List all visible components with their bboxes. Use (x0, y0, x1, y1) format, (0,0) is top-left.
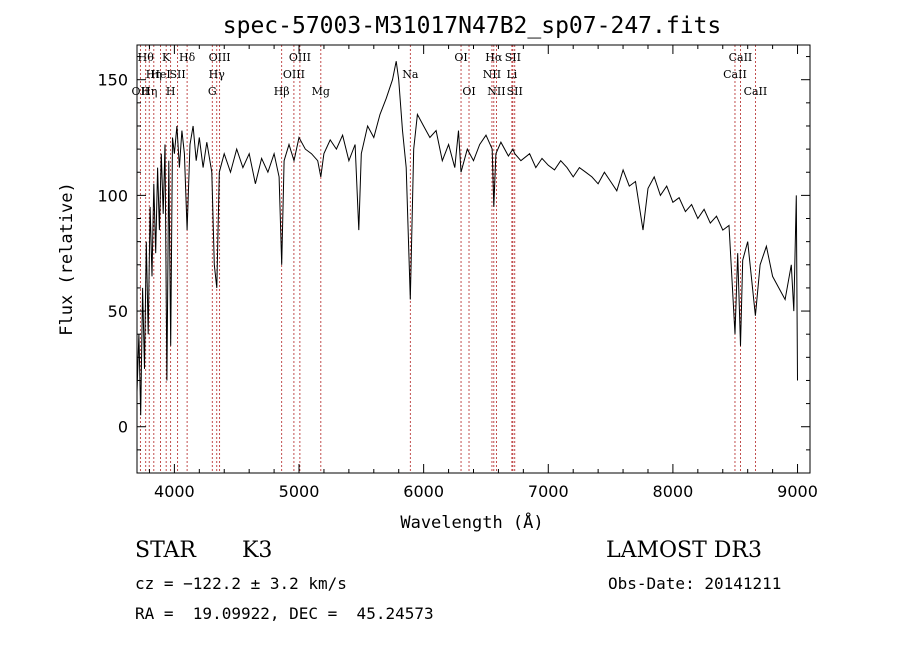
marker-label: Mg (312, 85, 330, 98)
marker-label: Hα (485, 51, 503, 64)
marker-label: SII (170, 68, 186, 81)
marker-label: OI (462, 85, 475, 98)
plot-frame (136, 44, 811, 474)
marker-label: HeI (150, 68, 170, 81)
y-axis-label: Flux (relative) (57, 182, 77, 336)
marker-label: OIII (209, 51, 231, 64)
survey-name: LAMOST DR3 (606, 538, 762, 563)
marker-label: Hη (146, 68, 162, 81)
marker-label: K (162, 51, 171, 64)
marker-label: OIII (289, 51, 311, 64)
marker-label: NII (483, 68, 501, 81)
marker-labels: OIIHθHηHηHeIKHSIIHδGHγOIIIHβOIIIOIIIMgNa… (132, 51, 768, 98)
marker-label: Hβ (274, 85, 290, 98)
marker-label: OI (454, 51, 467, 64)
marker-label: CaII (744, 85, 768, 98)
marker-lines (139, 45, 756, 473)
y-axis: 0 50 100 150 (97, 56, 810, 451)
object-type: STAR (135, 538, 196, 563)
x-axis-label: Wavelength (Å) (400, 511, 543, 533)
x-tick-label: 9000 (777, 482, 818, 501)
spectral-subclass: K3 (242, 538, 273, 563)
marker-label: G (208, 85, 217, 98)
marker-label: CaII (723, 68, 747, 81)
marker-label: SII (505, 51, 521, 64)
x-tick-label: 6000 (403, 482, 444, 501)
y-tick-label: 0 (118, 418, 128, 437)
x-tick-label: 7000 (528, 482, 569, 501)
marker-label: Na (402, 68, 419, 81)
y-tick-label: 150 (97, 71, 128, 90)
x-tick-label: 5000 (279, 482, 320, 501)
spectrum-line (136, 61, 798, 416)
obs-date: Obs-Date: 20141211 (608, 574, 782, 593)
marker-label: Hγ (209, 68, 226, 81)
x-axis: 4000 5000 6000 7000 8000 9000 (148, 45, 818, 501)
coordinates: RA = 19.09922, DEC = 45.24573 (135, 604, 434, 623)
y-tick-label: 100 (97, 186, 128, 205)
marker-label: NII (487, 85, 505, 98)
x-tick-label: 8000 (653, 482, 694, 501)
marker-label: H (166, 85, 176, 98)
chart-title: spec-57003-M31017N47B2_sp07-247.fits (223, 13, 722, 39)
marker-label: Hη (141, 85, 157, 98)
marker-label: Li (506, 68, 517, 81)
y-tick-label: 50 (108, 302, 128, 321)
marker-label: Hθ (138, 51, 155, 64)
marker-label: CaII (729, 51, 753, 64)
marker-label: OIII (283, 68, 305, 81)
marker-label: OII (132, 85, 150, 98)
marker-label: Hδ (179, 51, 196, 64)
redshift-cz: cz = −122.2 ± 3.2 km/s (135, 574, 347, 593)
x-tick-label: 4000 (154, 482, 195, 501)
marker-label: SII (507, 85, 523, 98)
